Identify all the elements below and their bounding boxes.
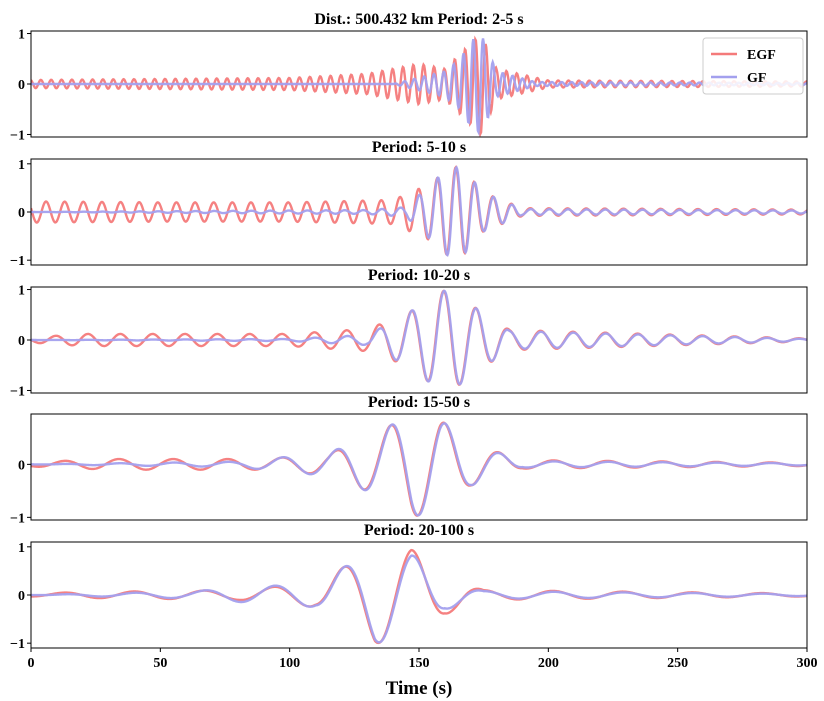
panel-4-title: Period: 15-50 s xyxy=(368,394,470,411)
y-tick-label: 1 xyxy=(18,28,25,43)
series-line-gf xyxy=(31,167,807,255)
x-tick-label: 0 xyxy=(28,656,35,671)
y-tick-label: 0 xyxy=(18,589,25,604)
y-tick-label: 0 xyxy=(18,458,25,473)
x-tick-label: 100 xyxy=(279,656,300,671)
panel-1-traces xyxy=(31,38,807,133)
panel-3: 1 0 −1 Period: 10-20 s xyxy=(10,267,807,399)
panel-4: 0 −1 Period: 15-50 s xyxy=(10,394,807,526)
x-axis-label: Time (s) xyxy=(386,678,453,699)
y-tick-label: −1 xyxy=(10,511,25,526)
y-tick-label: 0 xyxy=(18,334,25,349)
y-tick-label: −1 xyxy=(10,637,25,652)
y-tick-label: −1 xyxy=(10,128,25,143)
x-tick-label: 200 xyxy=(538,656,559,671)
legend: EGF GF xyxy=(703,38,803,94)
panel-5-traces xyxy=(31,550,807,643)
panel-5: 1 0 −1 Period: 20-100 s xyxy=(10,522,807,652)
series-line-gf xyxy=(31,556,807,643)
x-tick-label: 300 xyxy=(797,656,818,671)
series-line-egf xyxy=(31,423,807,516)
y-tick-label: 1 xyxy=(18,284,25,299)
panel-2-traces xyxy=(31,167,807,255)
legend-label-egf: EGF xyxy=(747,48,776,63)
panel-1: 1 0 −1 Dist.: 500.432 km Period: 2-5 s xyxy=(10,11,807,143)
panel-2: 1 0 −1 Period: 5-10 s xyxy=(10,139,807,269)
y-tick-label: −1 xyxy=(10,254,25,269)
series-line-egf xyxy=(31,167,807,254)
x-tick-label: 250 xyxy=(667,656,688,671)
y-tick-label: 1 xyxy=(18,158,25,173)
x-tick-label: 150 xyxy=(409,656,430,671)
y-tick-label: 0 xyxy=(18,206,25,221)
panels-group: 1 0 −1 Dist.: 500.432 km Period: 2-5 s 1 0 −1 P… xyxy=(10,11,807,652)
panel-2-title: Period: 5-10 s xyxy=(372,139,466,156)
series-line-egf xyxy=(31,39,807,133)
panel-1-title: Dist.: 500.432 km Period: 2-5 s xyxy=(314,11,523,28)
x-axis: 0 50 100 150 200 250 300 xyxy=(28,648,818,671)
y-tick-label: 1 xyxy=(18,541,25,556)
y-tick-label: 0 xyxy=(18,78,25,93)
legend-label-gf: GF xyxy=(747,71,766,86)
panel-3-traces xyxy=(31,291,807,385)
x-tick-label: 50 xyxy=(153,656,167,671)
panel-3-title: Period: 10-20 s xyxy=(368,267,470,284)
y-tick-label: −1 xyxy=(10,384,25,399)
panel-4-traces xyxy=(31,423,807,516)
panel-5-title: Period: 20-100 s xyxy=(364,522,474,539)
